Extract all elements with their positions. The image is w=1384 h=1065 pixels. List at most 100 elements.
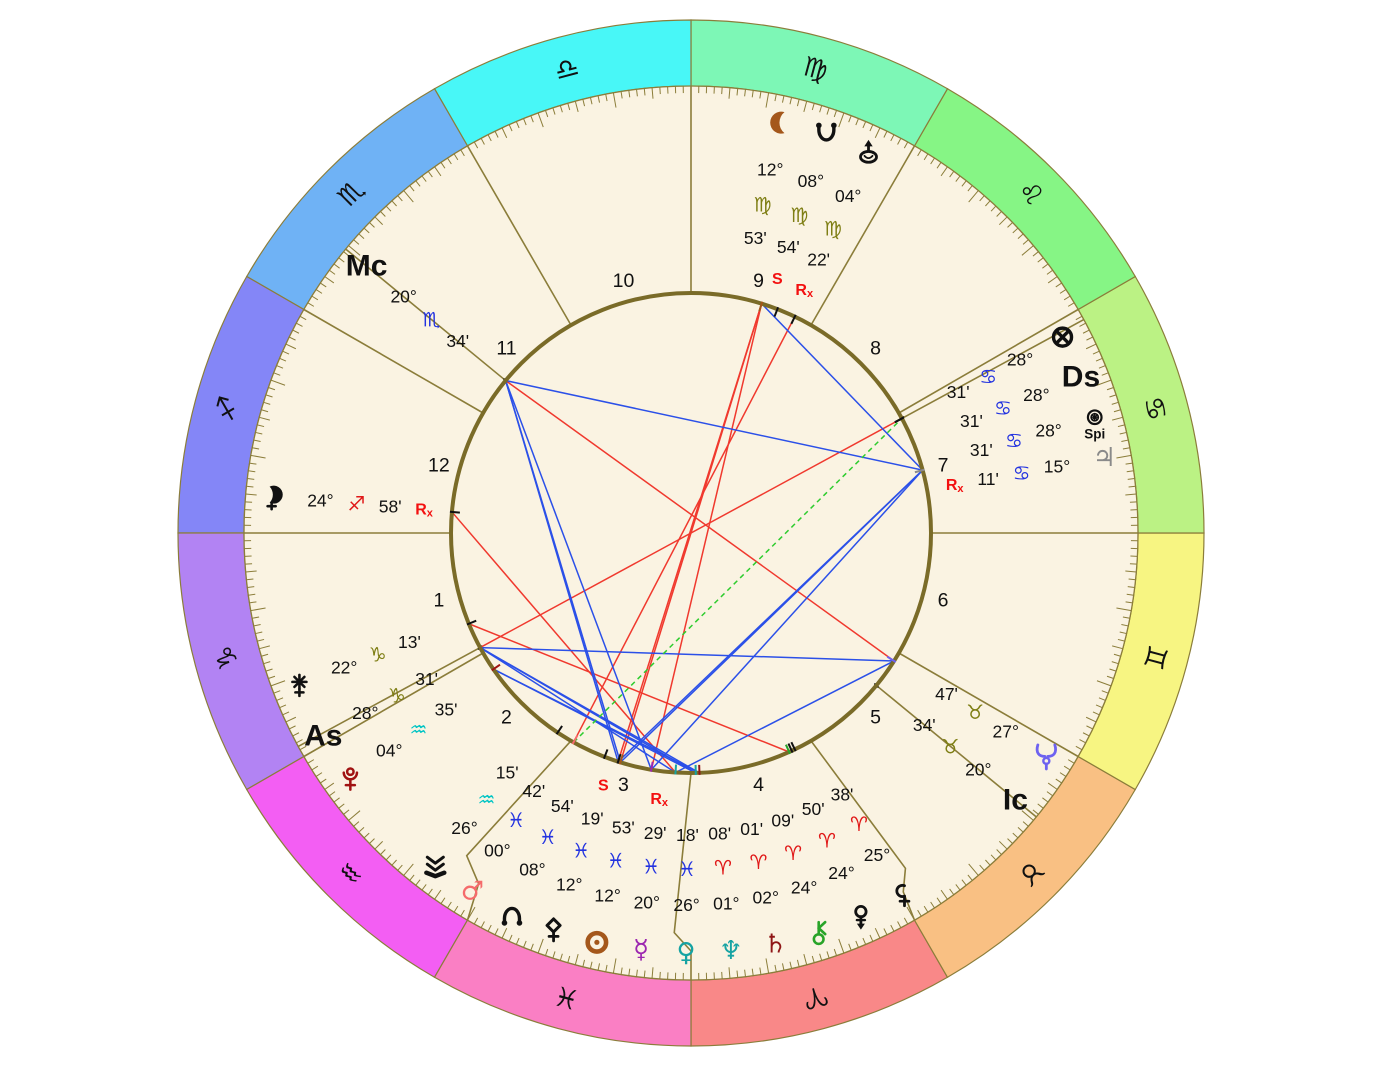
chiron-sign-icon: ♈: [784, 841, 802, 865]
house-number-11: 11: [496, 337, 516, 359]
sun-hub-tick: [618, 754, 624, 765]
aspect-venus-lilith: [451, 511, 677, 773]
house-number-3: 3: [618, 774, 629, 796]
house-number-1: 1: [433, 590, 444, 612]
dsc-degree: 28°: [1023, 385, 1049, 405]
aspect-juno-chiron: [468, 623, 790, 753]
south-node-icon: [816, 122, 837, 142]
south-node-minute: 54': [777, 237, 800, 257]
aspect-venus-uranus: [675, 660, 895, 774]
ceres-icon: [895, 883, 911, 908]
ceres-hub-tick: [790, 741, 797, 752]
uranus-hub-tick: [886, 655, 897, 663]
south-node-degree: 08°: [798, 171, 824, 191]
house-cusp-3: [898, 652, 1079, 758]
mc-label: Mc: [346, 250, 388, 283]
spirit-sign-icon: ♋: [1005, 428, 1023, 452]
aspect-mc-mercury: [504, 380, 653, 770]
north-node-icon: [501, 906, 523, 926]
aspect-mars-transpluto: [572, 316, 796, 743]
ceres-degree: 25°: [864, 845, 890, 865]
moon-degree: 12°: [757, 160, 783, 180]
jupiter-minute: 11': [977, 469, 999, 489]
saturn-icon: ♄: [764, 929, 787, 959]
mercury-hub-tick: [650, 761, 654, 772]
lilith-hub-tick: [449, 510, 460, 514]
vesta-sign-icon: ♒: [477, 788, 495, 812]
aspect-pallas-moon: [617, 303, 763, 762]
mars-sign-icon: ♓: [507, 808, 525, 832]
transpluto-sign-icon: ♍: [824, 216, 842, 240]
jupiter-degree: 15°: [1044, 456, 1070, 476]
moon-minute: 53': [744, 228, 767, 248]
asc-minute: 31': [415, 669, 438, 689]
house-cusp-11: [303, 652, 484, 758]
chiron-hub-tick: [785, 744, 791, 755]
eris-hub-tick: [787, 743, 794, 754]
uranus-icon: [1035, 743, 1057, 771]
neptune-minute: 08': [708, 824, 731, 844]
mars-minute: 42': [522, 781, 545, 801]
pallas-icon: [545, 917, 562, 943]
neptune-sign-icon: ♈: [714, 855, 732, 879]
house-cusp-5: [898, 308, 1079, 414]
saturn-degree: 02°: [753, 887, 779, 907]
vesta-degree: 26°: [451, 818, 477, 838]
asc-label: As: [304, 719, 342, 752]
zodiac-band: ♈♉♊♋♌♍♎♏♐♑♒♓: [177, 19, 1205, 1047]
venus-sign-icon: ♓: [678, 857, 696, 881]
axis-line-asc: [297, 646, 481, 748]
chiron-minute: 09': [771, 811, 794, 831]
pluto-minute: 35': [435, 700, 458, 720]
house-number-9: 9: [753, 270, 764, 292]
spirit-sub-label: Spi: [1084, 427, 1105, 442]
mc-minute: 34': [446, 331, 469, 351]
lilith-degree: 24°: [307, 490, 333, 510]
hub-circle: [449, 291, 933, 775]
saturn-minute: 01': [740, 819, 763, 839]
ic-label: Ic: [1003, 783, 1028, 816]
fortune-sign-icon: ♋: [979, 364, 997, 388]
lilith-minute: 58': [379, 497, 402, 517]
mc-sign-icon: ♏: [423, 308, 441, 332]
aspect-asc-saturn: [479, 646, 700, 774]
house-cusp-1: [673, 772, 692, 980]
dsc-minute: 31': [960, 411, 983, 431]
pallas-sign-icon: ♓: [572, 839, 590, 863]
aspect-mercury-jupiter: [650, 469, 924, 771]
lilith-sign-icon: ♐: [347, 492, 365, 516]
vesta-minute: 15': [496, 763, 519, 783]
transpluto-hub-tick: [790, 314, 797, 325]
aspect-moon-jupiter: [761, 303, 924, 471]
house-number-10: 10: [613, 270, 635, 292]
moon-hub-tick: [758, 301, 764, 312]
venus-degree: 26°: [673, 895, 699, 915]
uranus-sign-icon: ♉: [966, 700, 984, 724]
house-number-6: 6: [938, 590, 949, 612]
aspect-mars-fortune: [573, 417, 903, 743]
lilith-icon: [266, 485, 283, 511]
juno-sign-icon: ♑: [369, 643, 387, 667]
house-cusp-12: [465, 740, 572, 921]
house-number-4: 4: [753, 774, 764, 796]
jupiter-retrograde-marker: Rx: [946, 477, 965, 496]
venus-minute: 18': [676, 825, 699, 845]
eris-minute: 50': [802, 799, 825, 819]
chiron-degree: 24°: [791, 877, 817, 897]
transpluto-icon: [859, 139, 878, 164]
north-node-degree: 08°: [519, 860, 545, 880]
ic-minute: 34': [913, 715, 936, 735]
aspect-asc-venus: [479, 646, 676, 774]
house-number-12: 12: [428, 454, 450, 476]
house-number-5: 5: [870, 707, 881, 729]
house-number-8: 8: [870, 337, 881, 359]
ceres-sign-icon: ♈: [850, 812, 868, 836]
pallas-hub-tick: [616, 753, 622, 764]
asc-degree: 28°: [352, 703, 378, 723]
house-cusp-8: [466, 145, 572, 326]
lilith-retrograde-marker: Rx: [415, 501, 434, 520]
vesta-hub-tick: [555, 725, 563, 735]
transpluto-minute: 22': [807, 249, 830, 269]
